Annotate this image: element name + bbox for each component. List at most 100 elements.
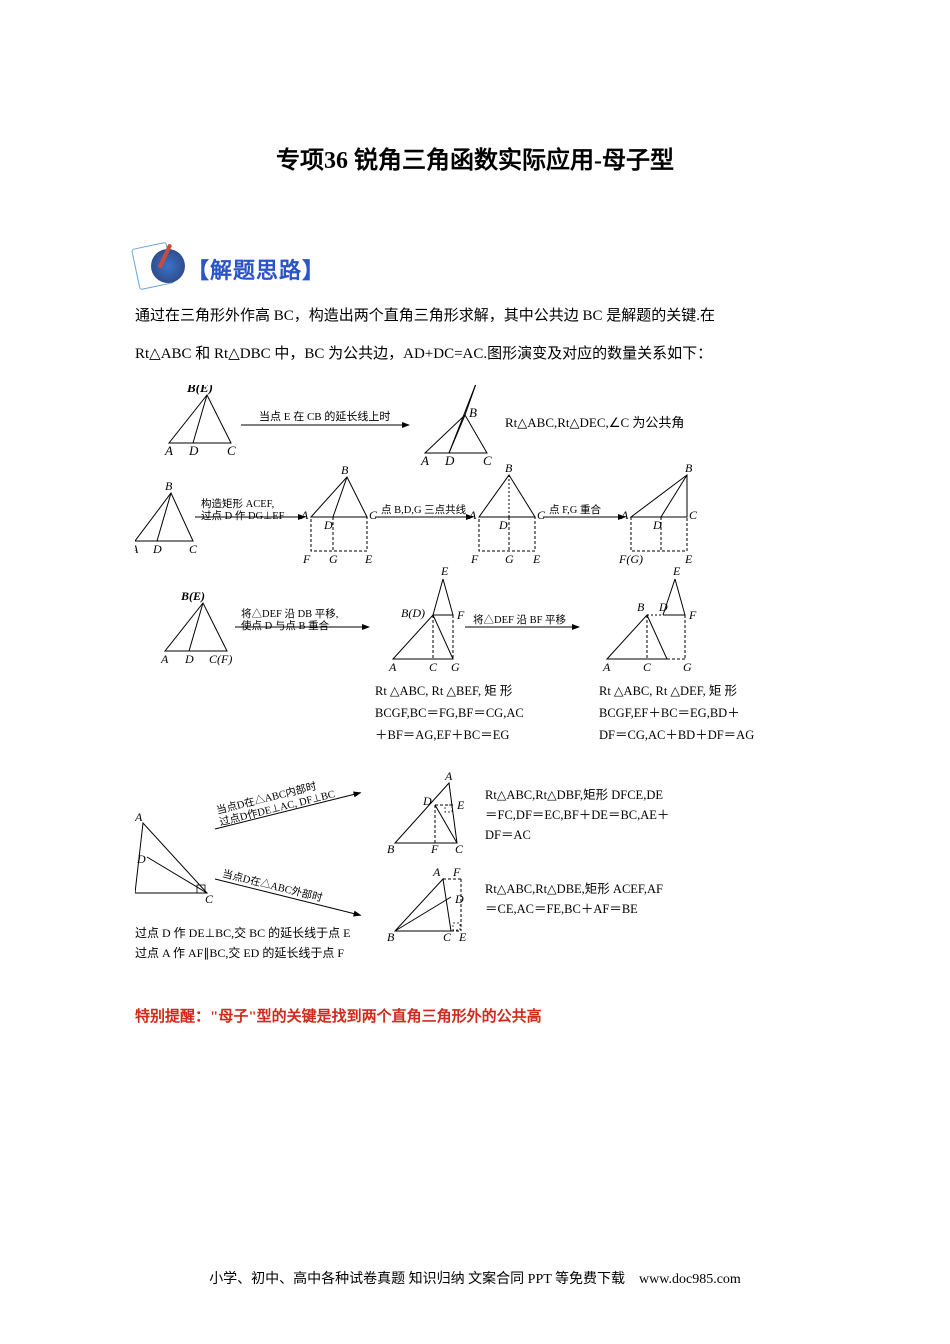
page-footer: 小学、初中、高中各种试卷真题 知识归纳 文案合同 PPT 等免费下载 www.d… [0, 1268, 950, 1288]
reminder-line: 特别提醒："母子"型的关键是找到两个直角三角形外的公共高 [135, 1005, 815, 1026]
svg-text:C: C [483, 453, 492, 468]
geometry-diagram: A D C B(E) 当点 E 在 CB 的延长线上时 A D C [135, 385, 815, 975]
svg-text:B(D): B(D) [401, 606, 425, 620]
svg-text:＝CE,AC＝FE,BC＋AF＝BE: ＝CE,AC＝FE,BC＋AF＝BE [485, 902, 638, 916]
svg-text:使点 D 与点 B 重合: 使点 D 与点 B 重合 [241, 619, 330, 632]
svg-text:F: F [302, 552, 311, 566]
intro-para-2: Rt△ABC 和 Rt△DBC 中，BC 为公共边，AD+DC=AC.图形演变及… [135, 339, 815, 369]
svg-text:B: B [387, 930, 395, 944]
svg-text:过点 D 作 DE⊥BC,交 BC 的延长线于点 E: 过点 D 作 DE⊥BC,交 BC 的延长线于点 E [135, 925, 350, 940]
svg-text:C: C [369, 508, 378, 522]
svg-text:将△DEF 沿 DB 平移,: 将△DEF 沿 DB 平移, [241, 607, 338, 620]
svg-text:D: D [444, 453, 455, 468]
svg-text:A: A [420, 453, 429, 468]
svg-text:E: E [440, 564, 449, 578]
diagram-svg: A D C B(E) 当点 E 在 CB 的延长线上时 A D C [135, 385, 815, 975]
svg-text:C: C [443, 930, 452, 944]
svg-text:D: D [422, 794, 432, 808]
pencil-paper-icon [135, 245, 183, 289]
svg-text:点 B,D,G 三点共线: 点 B,D,G 三点共线 [381, 503, 467, 516]
svg-text:B: B [505, 461, 513, 475]
svg-text:E: E [364, 552, 373, 566]
svg-text:E: E [532, 552, 541, 566]
reminder-text: "母子"型的关键是找到两个直角三角形外的公共高 [210, 1009, 542, 1025]
svg-text:B: B [469, 405, 477, 420]
svg-text:E: E [458, 930, 467, 944]
intro-para-1: 通过在三角形外作高 BC，构造出两个直角三角形求解，其中公共边 BC 是解题的关… [135, 301, 815, 331]
svg-text:Rt△ABC,Rt△DEC,∠C 为公共角: Rt△ABC,Rt△DEC,∠C 为公共角 [505, 415, 684, 430]
svg-text:DF＝AC: DF＝AC [485, 828, 531, 842]
svg-text:当点 E 在 CB 的延长线上时: 当点 E 在 CB 的延长线上时 [259, 409, 390, 423]
svg-text:C: C [205, 892, 214, 906]
svg-text:B(E): B(E) [186, 385, 213, 395]
svg-text:C: C [429, 660, 438, 674]
svg-text:A: A [135, 810, 143, 824]
svg-text:E: E [684, 552, 693, 566]
svg-text:构造矩形 ACEF,: 构造矩形 ACEF, [201, 497, 274, 510]
badge-text: 【解题思路】 [187, 253, 325, 289]
svg-text:将△DEF 沿 BF 平移: 将△DEF 沿 BF 平移 [473, 613, 567, 626]
svg-text:过点 A 作 AF∥BC,交 ED 的延长线于点 F: 过点 A 作 AF∥BC,交 ED 的延长线于点 F [135, 945, 344, 960]
svg-text:G: G [329, 552, 338, 566]
svg-text:B(E): B(E) [180, 589, 205, 603]
svg-text:Rt △ABC, Rt △DEF, 矩 形: Rt △ABC, Rt △DEF, 矩 形 [599, 684, 738, 698]
svg-text:A: A [300, 508, 309, 522]
pencil-icon [151, 249, 185, 283]
svg-text:G: G [683, 660, 692, 674]
svg-text:F: F [688, 608, 697, 622]
svg-text:A: A [388, 660, 397, 674]
svg-text:＋BF＝AG,EF＋BC＝EG: ＋BF＝AG,EF＋BC＝EG [375, 728, 509, 742]
svg-text:Rt △ABC, Rt △BEF, 矩 形: Rt △ABC, Rt △BEF, 矩 形 [375, 684, 513, 698]
svg-text:Rt△ABC,Rt△DBF,矩形 DFCE,DE: Rt△ABC,Rt△DBF,矩形 DFCE,DE [485, 788, 663, 802]
document-page: 专项36 锐角三角函数实际应用-母子型 【解题思路】 通过在三角形外作高 BC，… [0, 0, 950, 1344]
svg-text:A: A [602, 660, 611, 674]
svg-text:B: B [165, 479, 173, 493]
svg-text:A: A [432, 865, 441, 879]
svg-text:C: C [227, 443, 236, 458]
svg-text:A: A [620, 508, 629, 522]
svg-text:D: D [454, 892, 464, 906]
svg-text:D: D [498, 518, 508, 532]
svg-text:B: B [341, 463, 349, 477]
svg-text:F: F [456, 608, 465, 622]
svg-text:A: A [468, 508, 477, 522]
svg-text:E: E [456, 798, 465, 812]
svg-text:F(G): F(G) [618, 552, 643, 566]
svg-text:D: D [658, 600, 668, 614]
svg-text:G: G [505, 552, 514, 566]
svg-text:过点 D 作 DG⊥EF: 过点 D 作 DG⊥EF [201, 509, 285, 522]
svg-text:A: A [444, 769, 453, 783]
reminder-label: 特别提醒： [135, 1009, 210, 1025]
svg-text:A: A [160, 652, 169, 666]
svg-text:BCGF,BC＝FG,BF＝CG,AC: BCGF,BC＝FG,BF＝CG,AC [375, 706, 524, 720]
svg-text:Rt△ABC,Rt△DBE,矩形 ACEF,AF: Rt△ABC,Rt△DBE,矩形 ACEF,AF [485, 882, 663, 896]
svg-text:DF＝CG,AC＋BD＋DF＝AG: DF＝CG,AC＋BD＋DF＝AG [599, 728, 754, 742]
svg-text:A: A [135, 542, 139, 556]
svg-text:F: F [452, 865, 461, 879]
svg-text:B: B [387, 842, 395, 856]
svg-text:F: F [430, 842, 439, 856]
svg-text:BCGF,EF＋BC＝EG,BD＋: BCGF,EF＋BC＝EG,BD＋ [599, 706, 740, 720]
page-title: 专项36 锐角三角函数实际应用-母子型 [135, 140, 815, 175]
svg-text:E: E [672, 564, 681, 578]
svg-text:B: B [685, 461, 693, 475]
svg-text:C(F): C(F) [209, 652, 232, 666]
svg-text:C: C [643, 660, 652, 674]
svg-text:B: B [637, 600, 645, 614]
svg-text:点 F,G 重合: 点 F,G 重合 [549, 503, 601, 516]
svg-text:C: C [455, 842, 464, 856]
svg-text:C: C [189, 542, 198, 556]
svg-text:D: D [323, 518, 333, 532]
svg-text:D: D [652, 518, 662, 532]
svg-text:F: F [470, 552, 479, 566]
svg-text:当点D在△ABC外部时: 当点D在△ABC外部时 [221, 867, 324, 905]
svg-text:A: A [164, 443, 173, 458]
section-badge: 【解题思路】 [135, 245, 815, 289]
svg-text:C: C [689, 508, 698, 522]
svg-text:D: D [184, 652, 194, 666]
svg-text:＝FC,DF＝EC,BF＋DE＝BC,AE＋: ＝FC,DF＝EC,BF＋DE＝BC,AE＋ [485, 808, 669, 822]
svg-text:G: G [451, 660, 460, 674]
svg-text:D: D [188, 443, 199, 458]
svg-text:D: D [136, 852, 146, 866]
svg-text:C: C [537, 508, 546, 522]
